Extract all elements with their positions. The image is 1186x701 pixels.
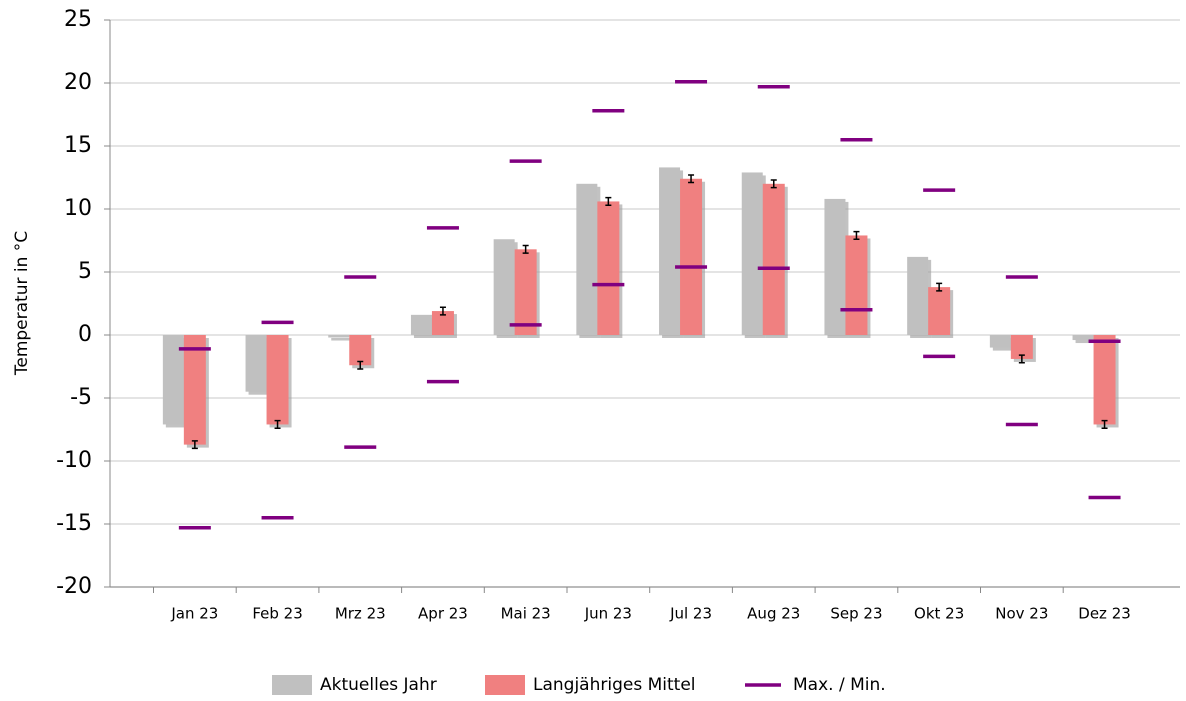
error-bar — [605, 196, 612, 206]
error-bar — [688, 174, 695, 184]
bar-current — [1072, 335, 1094, 341]
bar-current — [989, 335, 1011, 348]
x-tick-label: Dez 23 — [1078, 605, 1131, 623]
legend-swatch — [485, 675, 525, 695]
x-tick-label: Mai 23 — [501, 605, 551, 623]
y-tick-label: 5 — [78, 259, 92, 284]
legend-label: Max. / Min. — [793, 675, 886, 695]
x-tick-label: Jun 23 — [584, 605, 632, 623]
y-tick-label: 15 — [64, 133, 92, 158]
y-tick-label: 25 — [64, 7, 92, 32]
bar-current — [659, 167, 681, 335]
bar-mean — [1093, 335, 1116, 425]
y-tick-label: 10 — [64, 196, 92, 221]
error-bar — [1101, 419, 1108, 429]
y-tick-label: 0 — [78, 322, 92, 347]
x-tick-label: Okt 23 — [914, 605, 964, 623]
y-tick-label: 20 — [64, 70, 92, 95]
x-tick-label: Aug 23 — [747, 605, 800, 623]
x-tick-label: Feb 23 — [252, 605, 302, 623]
bar-current — [410, 314, 432, 335]
legend-swatch — [272, 675, 312, 695]
bar-mean — [1010, 335, 1033, 359]
y-tick-label: -5 — [70, 385, 92, 410]
bar-current — [576, 183, 598, 335]
bar-mean — [680, 178, 703, 335]
bar-current — [328, 335, 350, 338]
bar-mean — [762, 183, 785, 335]
bar-mean — [183, 335, 206, 445]
legend-label: Aktuelles Jahr — [320, 675, 437, 695]
bar-mean — [431, 311, 454, 335]
x-tick-label: Jan 23 — [170, 605, 218, 623]
legend-label: Langjähriges Mittel — [533, 675, 696, 695]
bar-current — [162, 335, 184, 425]
error-bar — [191, 440, 198, 450]
error-bar — [936, 282, 943, 292]
bar-current — [493, 239, 515, 335]
bar-current — [245, 335, 267, 392]
bar-shadow — [1075, 338, 1097, 344]
bar-mean — [349, 335, 372, 366]
bar-mean — [597, 201, 620, 335]
bar-shadow — [331, 338, 353, 341]
error-bar — [770, 179, 777, 189]
x-tick-label: Mrz 23 — [335, 605, 386, 623]
x-tick-label: Sep 23 — [830, 605, 882, 623]
error-bar — [439, 306, 446, 316]
x-tick-label: Jul 23 — [669, 605, 712, 623]
y-tick-label: -15 — [56, 511, 92, 536]
x-tick-label: Nov 23 — [995, 605, 1048, 623]
bar-mean — [266, 335, 289, 425]
bar-current — [907, 256, 929, 335]
bar-mean — [845, 235, 868, 335]
x-tick-label: Apr 23 — [418, 605, 468, 623]
error-bar — [357, 360, 364, 370]
y-axis-label: Temperatur in °C — [12, 231, 32, 376]
y-tick-label: -20 — [56, 574, 92, 599]
bar-mean — [928, 287, 951, 335]
error-bar — [522, 244, 529, 254]
error-bar — [1018, 354, 1025, 364]
bar-current — [741, 172, 763, 335]
bar-current — [824, 198, 846, 335]
error-bar — [853, 230, 860, 240]
bar-mean — [514, 249, 537, 335]
y-tick-label: -10 — [56, 448, 92, 473]
error-bar — [274, 419, 281, 429]
